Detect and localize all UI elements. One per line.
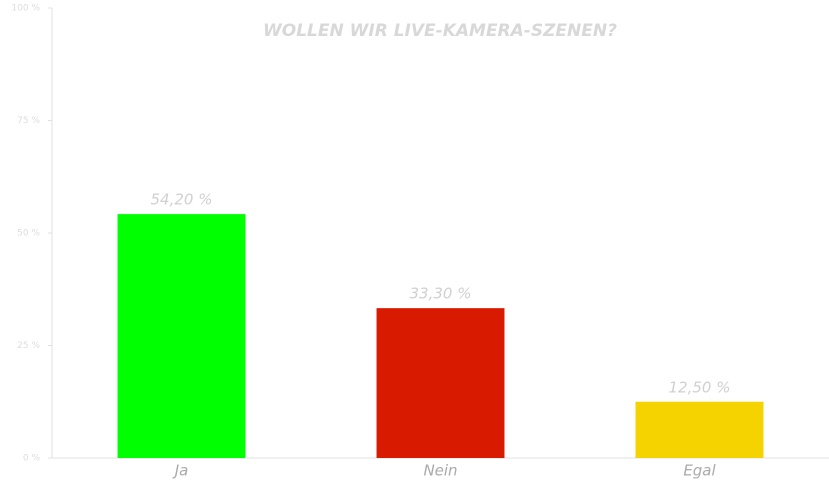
value-label: 54,20 % [151,191,213,209]
x-tick-label: Nein [423,462,457,480]
bar [376,308,505,458]
value-label: 33,30 % [410,285,472,303]
bar [117,214,246,458]
x-tick-label: Ja [172,462,189,480]
x-tick-label: Egal [683,462,716,480]
chart-title: WOLLEN WIR LIVE-KAMERA-SZENEN? [263,21,617,41]
y-tick-label: 25 % [17,341,40,351]
y-tick-label: 75 % [17,116,40,126]
bar [635,401,764,458]
y-tick-label: 100 % [11,4,40,14]
y-tick-label: 0 % [23,454,41,464]
value-label: 12,50 % [669,378,731,396]
y-tick-label: 50 % [17,229,40,239]
